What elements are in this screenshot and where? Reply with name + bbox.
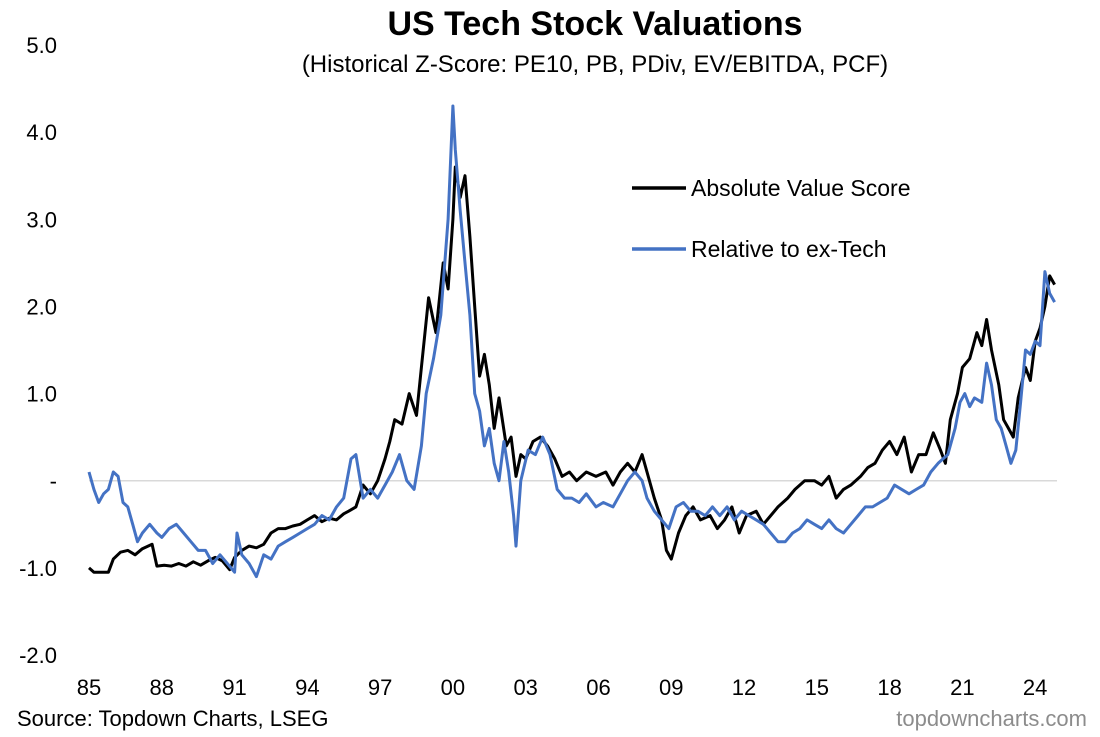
- series-line-relative-to-ex-tech: [87, 104, 1056, 579]
- x-tick-label: 94: [295, 675, 319, 700]
- y-tick-label: -1.0: [19, 556, 57, 581]
- x-tick-label: 09: [659, 675, 683, 700]
- source-note: Source: Topdown Charts, LSEG: [17, 706, 328, 731]
- x-tick-label: 18: [877, 675, 901, 700]
- y-tick-label: 5.0: [26, 33, 57, 58]
- y-tick-label: 3.0: [26, 207, 57, 232]
- chart-subtitle: (Historical Z-Score: PE10, PB, PDiv, EV/…: [302, 51, 888, 78]
- y-tick-label: 4.0: [26, 120, 57, 145]
- legend-label-relative: Relative to ex-Tech: [691, 236, 887, 262]
- x-tick-label: 21: [950, 675, 974, 700]
- x-tick-label: 85: [77, 675, 101, 700]
- y-tick-label: -: [50, 469, 57, 494]
- watermark: topdowncharts.com: [896, 706, 1087, 731]
- x-tick-label: 12: [732, 675, 756, 700]
- x-tick-label: 97: [368, 675, 392, 700]
- legend-label-absolute: Absolute Value Score: [691, 175, 911, 201]
- y-tick-label: -2.0: [19, 643, 57, 668]
- x-tick-label: 15: [805, 675, 829, 700]
- x-tick-label: 00: [441, 675, 465, 700]
- plot-series: [87, 104, 1056, 579]
- x-tick-label: 06: [586, 675, 610, 700]
- y-axis: 5.0 4.0 3.0 2.0 1.0 - -1.0 -2.0: [19, 33, 57, 668]
- y-tick-label: 1.0: [26, 382, 57, 407]
- x-tick-label: 03: [513, 675, 537, 700]
- x-tick-label: 91: [222, 675, 246, 700]
- x-axis: 85 88 91 94 97 00 03 06 09 12 15 18 21 24: [77, 675, 1048, 700]
- chart-title: US Tech Stock Valuations: [387, 5, 802, 43]
- x-tick-label: 88: [150, 675, 174, 700]
- legend: Absolute Value Score Relative to ex-Tech: [632, 175, 911, 262]
- x-tick-label: 24: [1023, 675, 1047, 700]
- series-line-absolute-value-score: [88, 165, 1056, 574]
- y-tick-label: 2.0: [26, 294, 57, 319]
